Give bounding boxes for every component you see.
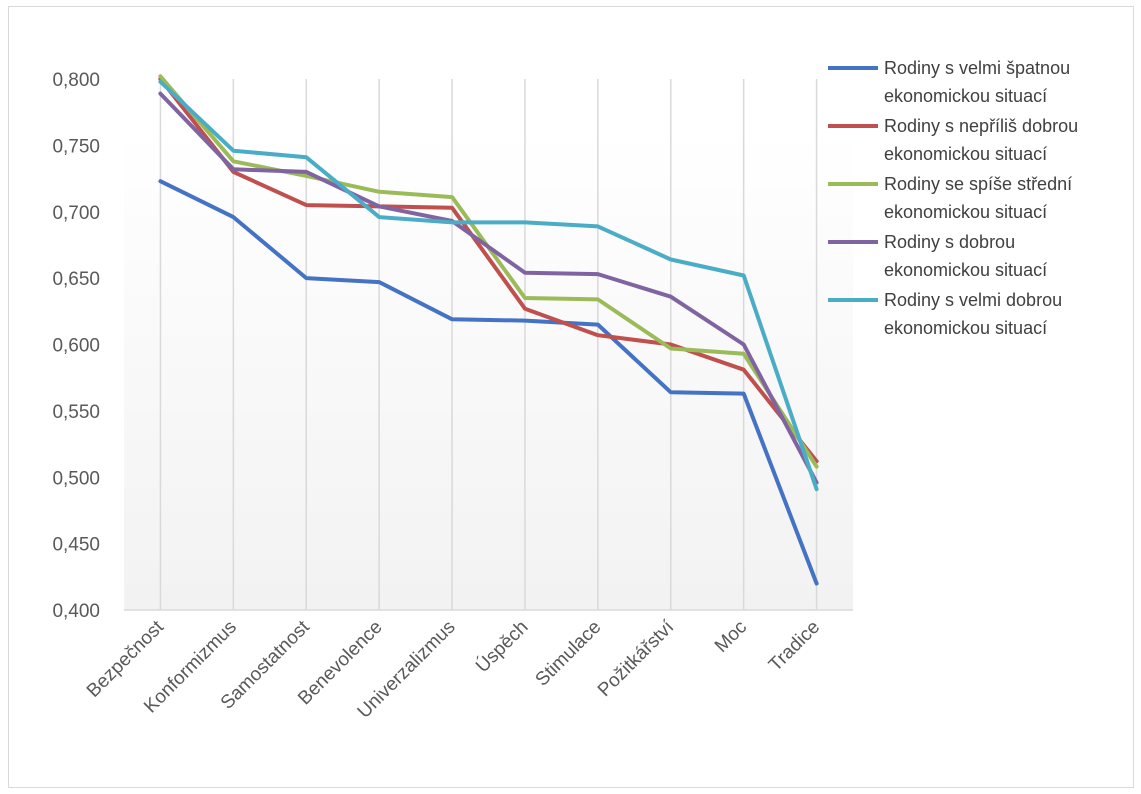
y-tick-label: 0,500 (52, 468, 100, 489)
y-tick-label: 0,450 (52, 535, 100, 556)
x-tick-label: Moc (711, 617, 751, 657)
x-tick-label: Tradice (765, 617, 824, 676)
legend-label: ekonomickou situací (884, 318, 1047, 338)
y-tick-label: 0,650 (52, 269, 100, 290)
legend-label: ekonomickou situací (884, 86, 1047, 106)
legend-label: ekonomickou situací (884, 202, 1047, 222)
legend-label: Rodiny s velmi špatnou (884, 58, 1070, 78)
legend-label: ekonomickou situací (884, 260, 1047, 280)
x-tick-label: Požitkářství (594, 616, 679, 701)
series-line-4 (158, 91, 819, 485)
series-line-2 (158, 77, 819, 464)
y-tick-label: 0,600 (52, 336, 100, 357)
legend-label: Rodiny s velmi dobrou (884, 290, 1062, 310)
y-tick-label: 0,400 (52, 601, 100, 622)
x-tick-label: Úspěch (471, 616, 532, 677)
series-line-1 (158, 179, 819, 586)
y-tick-label: 0,700 (52, 203, 100, 224)
y-tick-label: 0,750 (52, 136, 100, 157)
plot-area-background (124, 128, 853, 610)
y-tick-label: 0,800 (52, 70, 100, 91)
legend-label: Rodiny se spíše střední (884, 174, 1072, 194)
legend-label: ekonomickou situací (884, 144, 1047, 164)
legend-label: Rodiny s dobrou (884, 232, 1015, 252)
y-tick-label: 0,550 (52, 402, 100, 423)
legend-label: Rodiny s nepříliš dobrou (884, 116, 1078, 136)
series-line-5 (158, 79, 819, 492)
x-tick-label: Stimulace (532, 617, 606, 691)
